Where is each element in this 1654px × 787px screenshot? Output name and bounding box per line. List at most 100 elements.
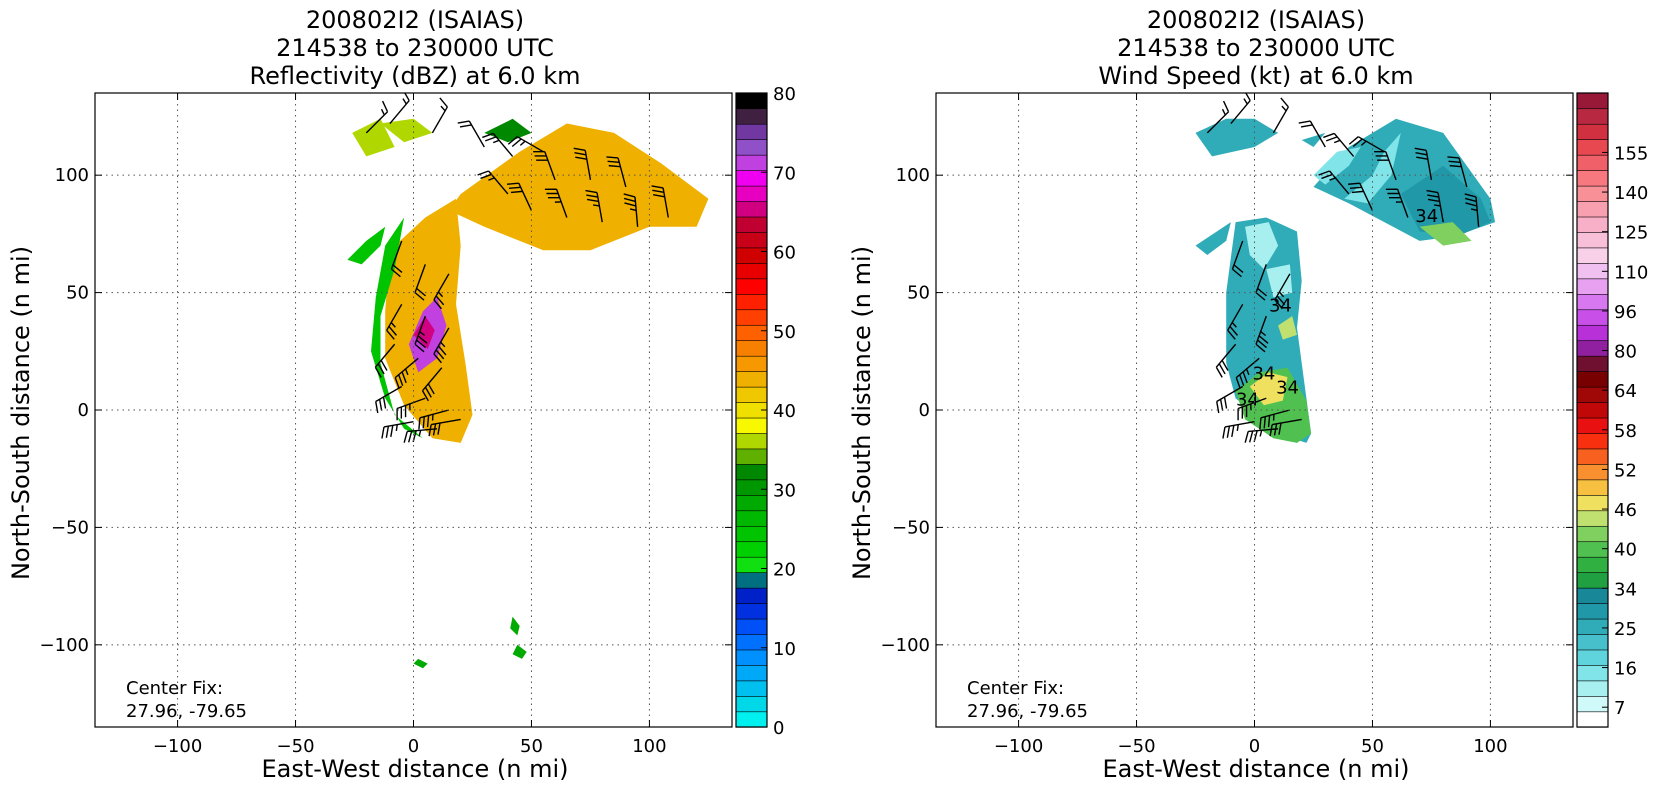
colorbar-swatch [735,262,768,280]
wind-barbs [1206,93,1480,443]
wind-barb [1464,193,1480,227]
colorbar-swatch [735,386,768,403]
x-tick-label: −50 [1118,736,1156,757]
colorbar-tick-label: 110 [1614,262,1648,283]
colorbar-tick-label: 16 [1614,659,1637,680]
wind-barbs [365,93,669,443]
title-line-3: Reflectivity (dBZ) at 6.0 km [250,62,581,90]
wind-barb [544,188,568,218]
x-tick-label: 50 [1361,736,1384,757]
colorbar-tick-label: 70 [773,163,796,184]
grid [95,93,732,727]
colorbar-swatch [735,494,768,512]
wind-barb [374,343,396,378]
colorbar-swatch [1576,618,1609,635]
colorbar-swatch [1576,711,1609,728]
colorbar-swatch [735,695,768,713]
colorbar-swatch [735,541,768,558]
colorbar-tick-label: 30 [773,480,796,501]
colorbar-swatch [1576,231,1609,249]
colorbar-tick-label: 96 [1614,302,1637,323]
wind-barb [1374,150,1397,181]
wind-barb [1272,97,1289,134]
colorbar-swatch [1576,309,1609,326]
colorbar-tick-label: 60 [773,243,796,264]
wind-barb [1255,315,1269,353]
y-tick-label: −100 [40,635,89,656]
wind-barb [457,120,485,148]
wind-barb [606,156,627,188]
y-tick-label: 0 [78,400,89,421]
colorbar-swatch [735,123,768,140]
wind-barb [533,150,556,181]
wind-barb [414,315,428,353]
colorbar-swatch [735,216,768,233]
colorbar-wind-speed: 7 16 25 34 40 46 52 58 64 80 96 110 125 140 155 [1576,92,1648,728]
colorbar-swatch [1576,123,1609,140]
field-region [512,644,527,659]
colorbar-tick-label: 155 [1614,143,1648,164]
wind-barb [1323,132,1355,157]
colorbar-swatch [735,309,768,326]
wind-barb [390,240,403,278]
x-tick-label: −100 [153,736,202,757]
colorbar-swatch [735,293,768,311]
title-line-1: 200802I2 (ISAIAS) [306,6,524,34]
y-axis-label: North-South distance (n mi) [848,246,876,580]
wind-barb [1235,357,1260,389]
wind-barb [1259,409,1291,430]
x-tick-label: 50 [520,736,543,757]
wind-barb [414,264,426,301]
colorbar-swatch [1576,633,1609,651]
colorbar-tick-label: 46 [1614,500,1637,521]
wind-barb [1348,182,1374,211]
field-region [413,658,428,669]
colorbar-swatch [735,340,768,357]
center-fix-annotation: Center Fix: 27.96, -79.65 [126,678,247,722]
y-tick-label: 0 [919,400,930,421]
wind-barb [1414,147,1433,181]
wind-barb [1237,397,1267,421]
colorbar-tick-label: 140 [1614,183,1648,204]
contour-label: 34 [1415,206,1438,227]
center-fix-value: 27.96, -79.65 [967,701,1088,722]
field-region [1266,264,1293,298]
colorbar-swatch [735,278,768,295]
colorbar-swatch [1576,463,1609,481]
colorbar-swatch [1576,247,1609,264]
colorbar-swatch [1576,525,1609,543]
wind-barb [507,136,544,153]
colorbar-swatch [735,371,768,388]
colorbar-swatch [1576,602,1609,620]
colorbar-tick-label: 7 [1614,698,1625,719]
colorbar-swatch [1576,324,1609,342]
colorbar-swatch [735,572,768,589]
colorbar-swatch [735,247,768,264]
x-tick-label: 100 [632,736,666,757]
colorbar-swatch [1576,340,1609,357]
colorbar-swatch [735,649,768,666]
wind-barb [651,185,669,218]
wind-barb [418,409,450,430]
y-tick-label: −100 [881,635,930,656]
wind-barb [1255,264,1267,301]
colorbar-swatch [1576,479,1609,496]
colorbar-swatch [1576,278,1609,295]
x-tick-label: 100 [1473,736,1507,757]
wind-barb [1348,136,1385,153]
wind-barb [389,93,410,124]
x-tick-label: 0 [1249,736,1260,757]
wind-barb [1216,385,1244,414]
colorbar-swatch [1576,556,1609,573]
title-wind-speed: 200802I2 (ISAIAS) 214538 to 230000 UTC W… [1098,6,1413,90]
colorbar-swatch [735,355,768,372]
panel-reflectivity: 200802I2 (ISAIAS) 214538 to 230000 UTC R… [7,6,796,783]
colorbar-swatch [1576,185,1609,202]
colorbar-swatch [1576,401,1609,419]
ticks: −100 −50 0 50 100 −100 −50 0 50 100 [881,93,1573,757]
colorbar-swatch [735,448,768,465]
colorbar-swatch [1576,432,1609,450]
field-region [371,217,423,439]
wind-barb [1274,273,1291,310]
